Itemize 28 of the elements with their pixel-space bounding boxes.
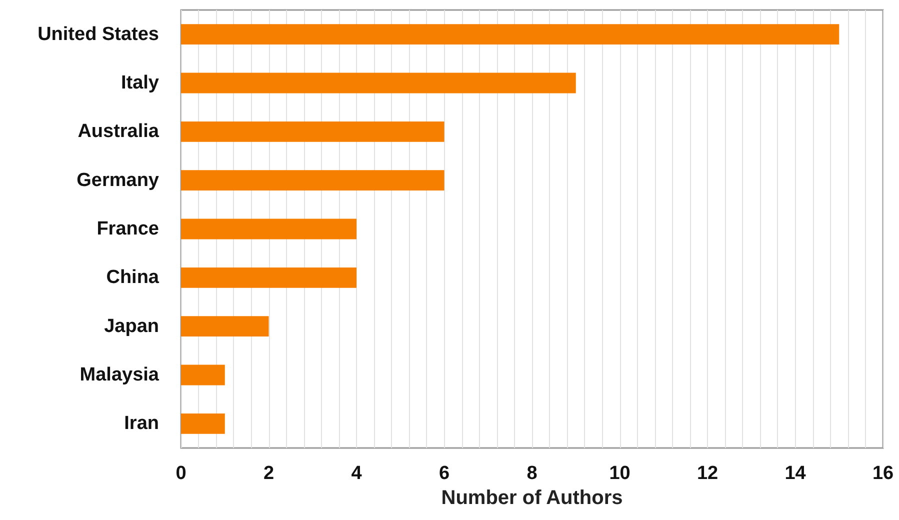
- y-tick-label: Iran: [124, 413, 159, 434]
- y-tick-label: France: [96, 218, 159, 240]
- bar: [181, 218, 356, 240]
- x-tick-label: 0: [176, 463, 186, 484]
- x-tick-label: 4: [351, 463, 362, 484]
- bar: [181, 170, 444, 191]
- bar: [181, 364, 225, 386]
- x-tick-label: 8: [526, 463, 538, 484]
- bar: [181, 72, 576, 94]
- y-tick-label: Japan: [104, 316, 159, 337]
- y-tick-label: Italy: [120, 72, 160, 94]
- x-tick-label: 10: [609, 463, 630, 484]
- x-tick-label: 16: [872, 463, 894, 484]
- x-tick-label: 14: [784, 463, 806, 484]
- bar: [181, 121, 444, 142]
- x-axis-title: Number of Authors: [441, 487, 623, 509]
- bar: [181, 413, 225, 434]
- x-tick-label: 12: [696, 463, 718, 484]
- bar: [181, 316, 269, 337]
- y-tick-label: Australia: [78, 121, 160, 142]
- x-tick-label: 2: [263, 463, 274, 484]
- bar: [181, 267, 356, 288]
- y-tick-label: United States: [38, 24, 159, 45]
- y-tick-label: Malaysia: [80, 364, 160, 386]
- y-tick-label: Germany: [76, 170, 160, 191]
- bar: [181, 24, 840, 45]
- x-tick-label: 6: [438, 463, 450, 484]
- y-tick-label: China: [106, 267, 160, 288]
